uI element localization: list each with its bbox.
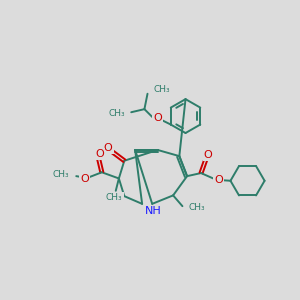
Text: CH₃: CH₃ [154,85,170,94]
Text: CH₃: CH₃ [106,193,122,202]
Text: CH₃: CH₃ [53,170,69,179]
Text: O: O [104,143,112,153]
Text: NH: NH [146,206,162,216]
Text: CH₃: CH₃ [189,203,205,212]
Text: O: O [95,149,104,159]
Text: O: O [204,150,212,160]
Text: CH₃: CH₃ [108,109,125,118]
Text: O: O [80,174,89,184]
Text: O: O [214,175,223,185]
Text: O: O [153,113,162,123]
